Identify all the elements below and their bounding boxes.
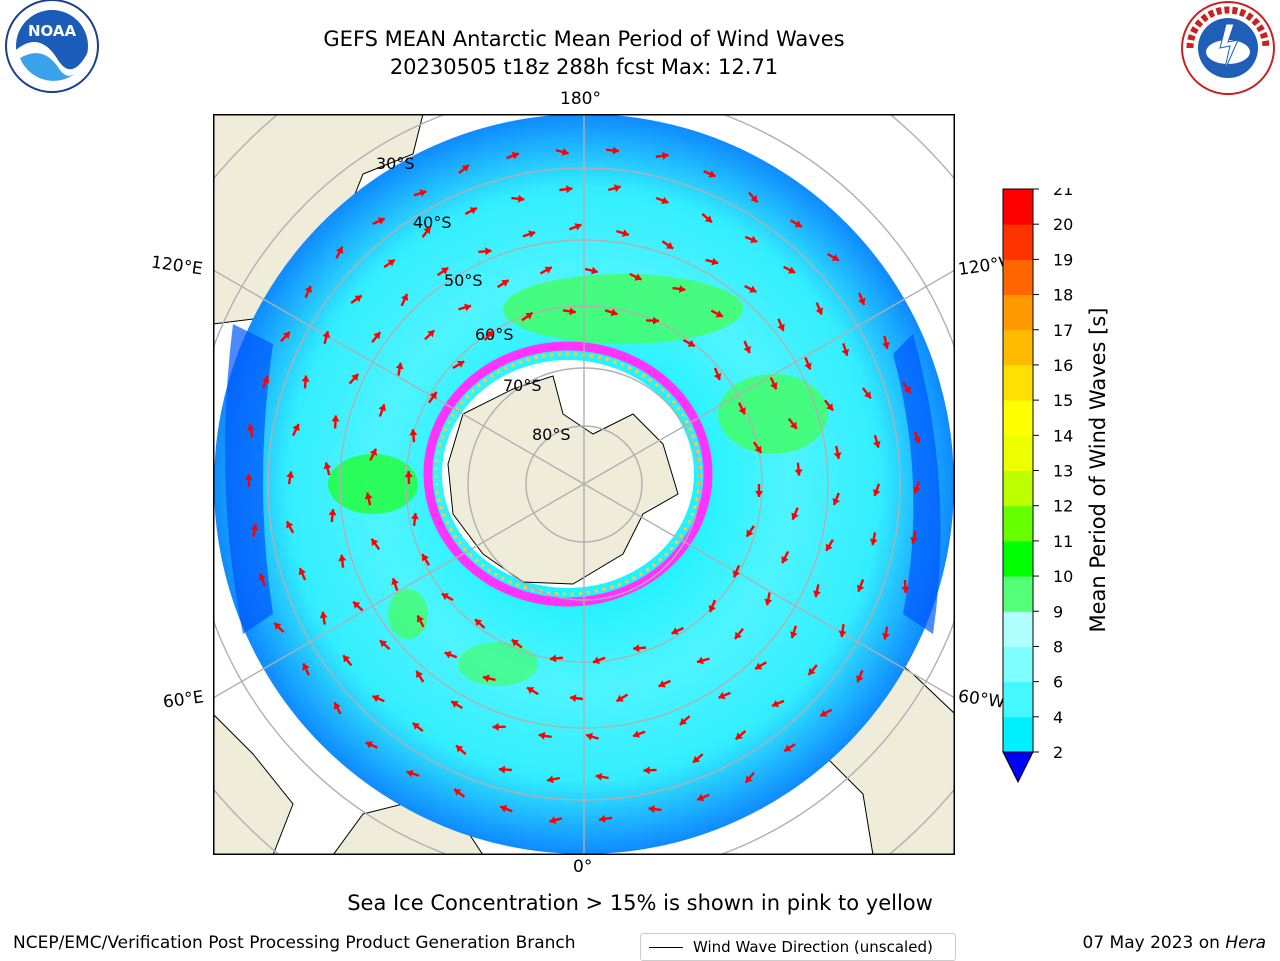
colorbar-band <box>1003 295 1033 331</box>
polar-map: 30°S 40°S 50°S 60°S 70°S 80°S <box>213 114 955 855</box>
date-value: 07 May 2023 on <box>1083 933 1220 953</box>
chart-subtitle: 20230505 t18z 288h fcst Max: 12.71 <box>0 55 1168 79</box>
machine-name: Hera <box>1225 933 1266 953</box>
colorbar-band <box>1003 224 1033 260</box>
colorbar-tick-label: 6 <box>1053 673 1063 692</box>
colorbar-ticks: 2 4 6 8 9 10 11 12 13 14 15 16 17 18 19 20 21 <box>1033 188 1073 762</box>
credit-text: NCEP/EMC/Verification Post Processing Pr… <box>13 933 576 953</box>
colorbar-band <box>1003 541 1033 577</box>
colorbar-tick-label: 15 <box>1053 391 1073 410</box>
colorbar-band <box>1003 611 1033 647</box>
lat-label-80s: 80°S <box>532 425 571 444</box>
colorbar-band <box>1003 330 1033 366</box>
colorbar-tick-label: 2 <box>1053 743 1063 762</box>
date-text: 07 May 2023 on Hera <box>1083 933 1267 953</box>
sea-ice-note: Sea Ice Concentration > 15% is shown in … <box>0 891 1280 915</box>
lon-label-180: 180° <box>560 89 601 109</box>
colorbar-band <box>1003 189 1033 225</box>
nws-logo <box>1176 0 1280 104</box>
colorbar-tick-label: 21 <box>1053 188 1073 199</box>
lon-label-60e: 60°E <box>162 687 205 712</box>
colorbar-bands <box>1003 189 1033 782</box>
chart-title: GEFS MEAN Antarctic Mean Period of Wind … <box>0 27 1168 51</box>
svg-text:NOAA: NOAA <box>28 22 77 40</box>
colorbar-tick-label: 18 <box>1053 286 1073 305</box>
colorbar-band <box>1003 506 1033 542</box>
map-legend: Wind Wave Direction (unscaled) <box>640 933 956 961</box>
colorbar-band <box>1003 365 1033 401</box>
lat-label-30s: 30°S <box>376 154 415 173</box>
lat-label-50s: 50°S <box>444 271 483 290</box>
colorbar-label: Mean Period of Wind Waves [s] <box>1086 308 1110 633</box>
lat-label-40s: 40°S <box>413 213 452 232</box>
colorbar-tick-label: 11 <box>1053 532 1073 551</box>
colorbar-band <box>1003 400 1033 436</box>
legend-label: Wind Wave Direction (unscaled) <box>693 938 933 956</box>
colorbar-tick-label: 8 <box>1053 637 1063 656</box>
colorbar-band <box>1003 435 1033 471</box>
colorbar-tick-label: 19 <box>1053 250 1073 269</box>
colorbar-band <box>1003 717 1033 753</box>
lat-label-70s: 70°S <box>503 376 542 395</box>
colorbar-tick-label: 16 <box>1053 356 1073 375</box>
colorbar-band <box>1003 576 1033 612</box>
colorbar-extend <box>1003 752 1033 782</box>
colorbar-tick-label: 17 <box>1053 321 1073 340</box>
map-panel: 30°S 40°S 50°S 60°S 70°S 80°S Wind Wave … <box>213 114 955 855</box>
colorbar-band <box>1003 682 1033 718</box>
noaa-logo: NOAA <box>0 0 104 104</box>
colorbar-tick-label: 9 <box>1053 602 1063 621</box>
colorbar-tick-label: 20 <box>1053 215 1073 234</box>
lat-label-60s: 60°S <box>475 325 514 344</box>
colorbar-band <box>1003 471 1033 507</box>
lon-label-0: 0° <box>573 857 592 877</box>
colorbar-tick-label: 14 <box>1053 426 1073 445</box>
colorbar-tick-label: 10 <box>1053 567 1073 586</box>
colorbar-band <box>1003 259 1033 295</box>
legend-line <box>649 947 683 948</box>
colorbar-tick-label: 4 <box>1053 708 1063 727</box>
colorbar-band <box>1003 646 1033 682</box>
colorbar-tick-label: 12 <box>1053 497 1073 516</box>
lon-label-120e: 120°E <box>150 252 204 279</box>
colorbar-tick-label: 13 <box>1053 462 1073 481</box>
